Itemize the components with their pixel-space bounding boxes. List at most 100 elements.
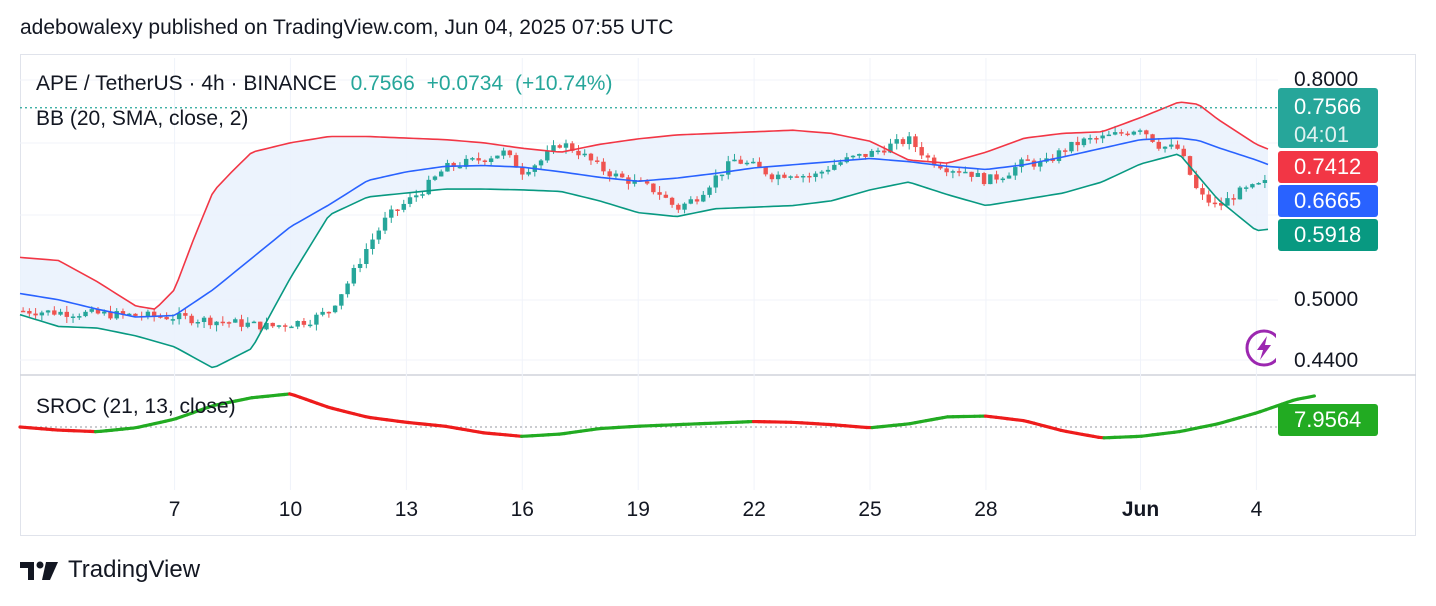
candle-body <box>1112 132 1118 135</box>
candle-193 <box>1225 191 1230 206</box>
candle-body <box>738 159 743 164</box>
candle-6 <box>58 308 63 316</box>
candle-163 <box>1038 158 1043 172</box>
candle-body <box>1075 141 1080 146</box>
candle-body <box>70 316 76 318</box>
candle-128 <box>819 170 825 179</box>
candle-110 <box>707 185 712 198</box>
candle-127 <box>813 171 818 182</box>
candle-39 <box>264 317 269 331</box>
candle-9 <box>77 313 82 320</box>
candle-body <box>601 161 606 172</box>
candle-body <box>1087 138 1093 140</box>
candle-body <box>900 139 906 145</box>
candle-body <box>1243 187 1249 189</box>
candle-33 <box>226 321 232 328</box>
candle-body <box>432 176 438 180</box>
candle-body <box>676 204 681 210</box>
candle-body <box>52 310 57 315</box>
candle-body <box>226 322 232 324</box>
publish-info: adebowalexy published on TradingView.com… <box>20 16 674 39</box>
candle-body <box>1262 180 1268 184</box>
candle-body <box>401 203 406 210</box>
candle-115 <box>738 155 743 165</box>
candle-body <box>83 311 88 317</box>
bar-countdown: 04:01 <box>1294 122 1350 147</box>
x-tick-28: 28 <box>974 498 997 521</box>
candle-body <box>1137 130 1143 132</box>
candle-102 <box>657 186 662 200</box>
candle-45 <box>301 317 307 328</box>
candle-body <box>994 174 999 180</box>
lightning-icon[interactable] <box>1244 328 1284 368</box>
candle-18 <box>133 313 138 317</box>
candle-body <box>688 199 693 204</box>
candle-body <box>919 147 924 156</box>
candle-78 <box>507 149 513 158</box>
candle-body <box>463 158 469 167</box>
candle-body <box>114 311 119 319</box>
candle-body <box>164 316 169 320</box>
candle-body <box>744 162 750 165</box>
candle-body <box>488 158 494 162</box>
candle-body <box>470 158 475 160</box>
bb-basis-line <box>19 137 1269 318</box>
candle-166 <box>1056 148 1062 164</box>
candle-3 <box>39 310 45 321</box>
candle-34 <box>233 317 238 323</box>
candle-148 <box>944 162 949 177</box>
candle-body <box>757 161 762 168</box>
candle-body <box>963 171 968 174</box>
candle-196 <box>1243 185 1249 192</box>
candle-109 <box>701 190 706 203</box>
candle-117 <box>751 158 756 164</box>
candle-body <box>944 168 949 173</box>
candle-body <box>875 150 881 153</box>
candle-body <box>420 194 425 196</box>
candle-107 <box>688 196 693 205</box>
candle-body <box>189 315 194 324</box>
candle-body <box>276 325 282 327</box>
candle-body <box>751 161 756 164</box>
y-tick-0500: 0.5000 <box>1294 288 1359 311</box>
candle-body <box>258 321 263 330</box>
sroc-series <box>18 392 1316 440</box>
candle-body <box>264 322 269 330</box>
price-change-percent: (+10.74%) <box>514 72 613 95</box>
candle-10 <box>83 310 88 318</box>
candle-178 <box>1131 130 1137 136</box>
candle-body <box>807 175 812 178</box>
candle-body <box>270 322 275 327</box>
candle-144 <box>919 142 924 160</box>
candle-186 <box>1181 145 1186 158</box>
candle-body <box>301 320 307 325</box>
candle-body <box>925 155 931 158</box>
candle-body <box>981 173 987 185</box>
candle-51 <box>339 294 344 310</box>
candle-body <box>220 321 225 324</box>
candle-body <box>307 324 313 327</box>
candle-body <box>1056 150 1062 162</box>
candle-body <box>108 311 113 319</box>
candle-body <box>239 319 244 327</box>
candle-body <box>183 313 188 316</box>
candle-body <box>832 164 837 170</box>
candle-body <box>782 174 787 178</box>
bb-legend[interactable]: BB (20, SMA, close, 2) <box>36 107 249 130</box>
candle-body <box>382 217 388 231</box>
candle-body <box>476 158 481 161</box>
candle-body <box>557 145 562 148</box>
candle-138 <box>882 145 887 156</box>
candle-body <box>295 320 300 327</box>
x-tick-16: 16 <box>511 498 534 521</box>
candle-body <box>389 209 394 218</box>
candle-body <box>102 311 107 314</box>
candle-body <box>27 310 32 314</box>
candle-191 <box>1212 196 1218 208</box>
candle-65 <box>426 175 431 196</box>
symbol-legend[interactable]: APE / TetherUS · 4h · BINANCE 0.7566 +0.… <box>36 72 618 96</box>
candle-body <box>1144 130 1149 135</box>
sroc-legend[interactable]: SROC (21, 13, close) <box>36 395 236 418</box>
candle-body <box>888 143 893 153</box>
